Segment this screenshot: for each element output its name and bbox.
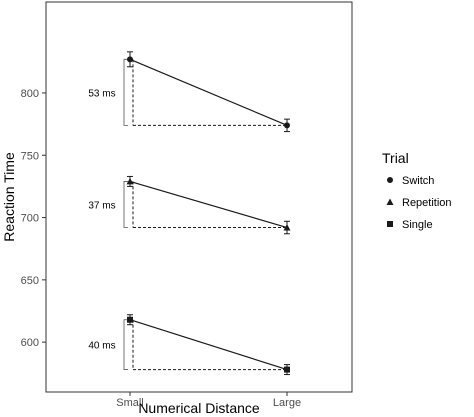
- x-tick-label: Small: [116, 397, 144, 409]
- x-axis-title: Numerical Distance: [138, 400, 260, 416]
- series-line: [129, 180, 288, 229]
- plot-marks: 53 ms 37 ms 40 ms: [88, 51, 291, 376]
- difference-label: 40 ms: [88, 341, 115, 352]
- x-tick-label: Large: [273, 397, 301, 409]
- legend-label-repetition: Repetition: [402, 197, 452, 209]
- series-single: 40 ms: [88, 314, 290, 376]
- data-point: [284, 122, 290, 129]
- y-tick-label: 750: [21, 150, 39, 162]
- y-tick-label: 800: [21, 88, 39, 100]
- difference-bracket: [123, 319, 128, 370]
- legend: Trial Switch Repetition Single: [382, 150, 452, 231]
- legend-key-repetition: [386, 198, 394, 205]
- axes: 600 650 700 750 800 Small Large: [21, 88, 301, 409]
- plot-panel-border: [45, 1, 353, 393]
- series-line: [129, 319, 288, 371]
- series-repetition: 37 ms: [88, 175, 291, 235]
- difference-label: 37 ms: [88, 200, 115, 211]
- data-point: [127, 56, 133, 63]
- series-line: [129, 58, 288, 126]
- y-tick-label: 600: [21, 337, 39, 349]
- data-point: [127, 316, 133, 323]
- data-point: [126, 177, 134, 185]
- difference-label: 53 ms: [88, 88, 115, 99]
- difference-bracket: [123, 181, 128, 228]
- y-axis-title: Reaction Time: [1, 152, 17, 242]
- legend-label-single: Single: [402, 219, 433, 231]
- series-switch: 53 ms: [88, 51, 290, 133]
- legend-key-single: [387, 221, 393, 227]
- data-point: [284, 366, 290, 373]
- legend-title: Trial: [382, 150, 409, 166]
- legend-key-switch: [387, 177, 393, 183]
- legend-label-switch: Switch: [402, 175, 434, 187]
- data-point: [283, 224, 291, 231]
- difference-bracket: [123, 58, 128, 126]
- y-tick-label: 650: [21, 275, 39, 287]
- y-tick-label: 700: [21, 213, 39, 225]
